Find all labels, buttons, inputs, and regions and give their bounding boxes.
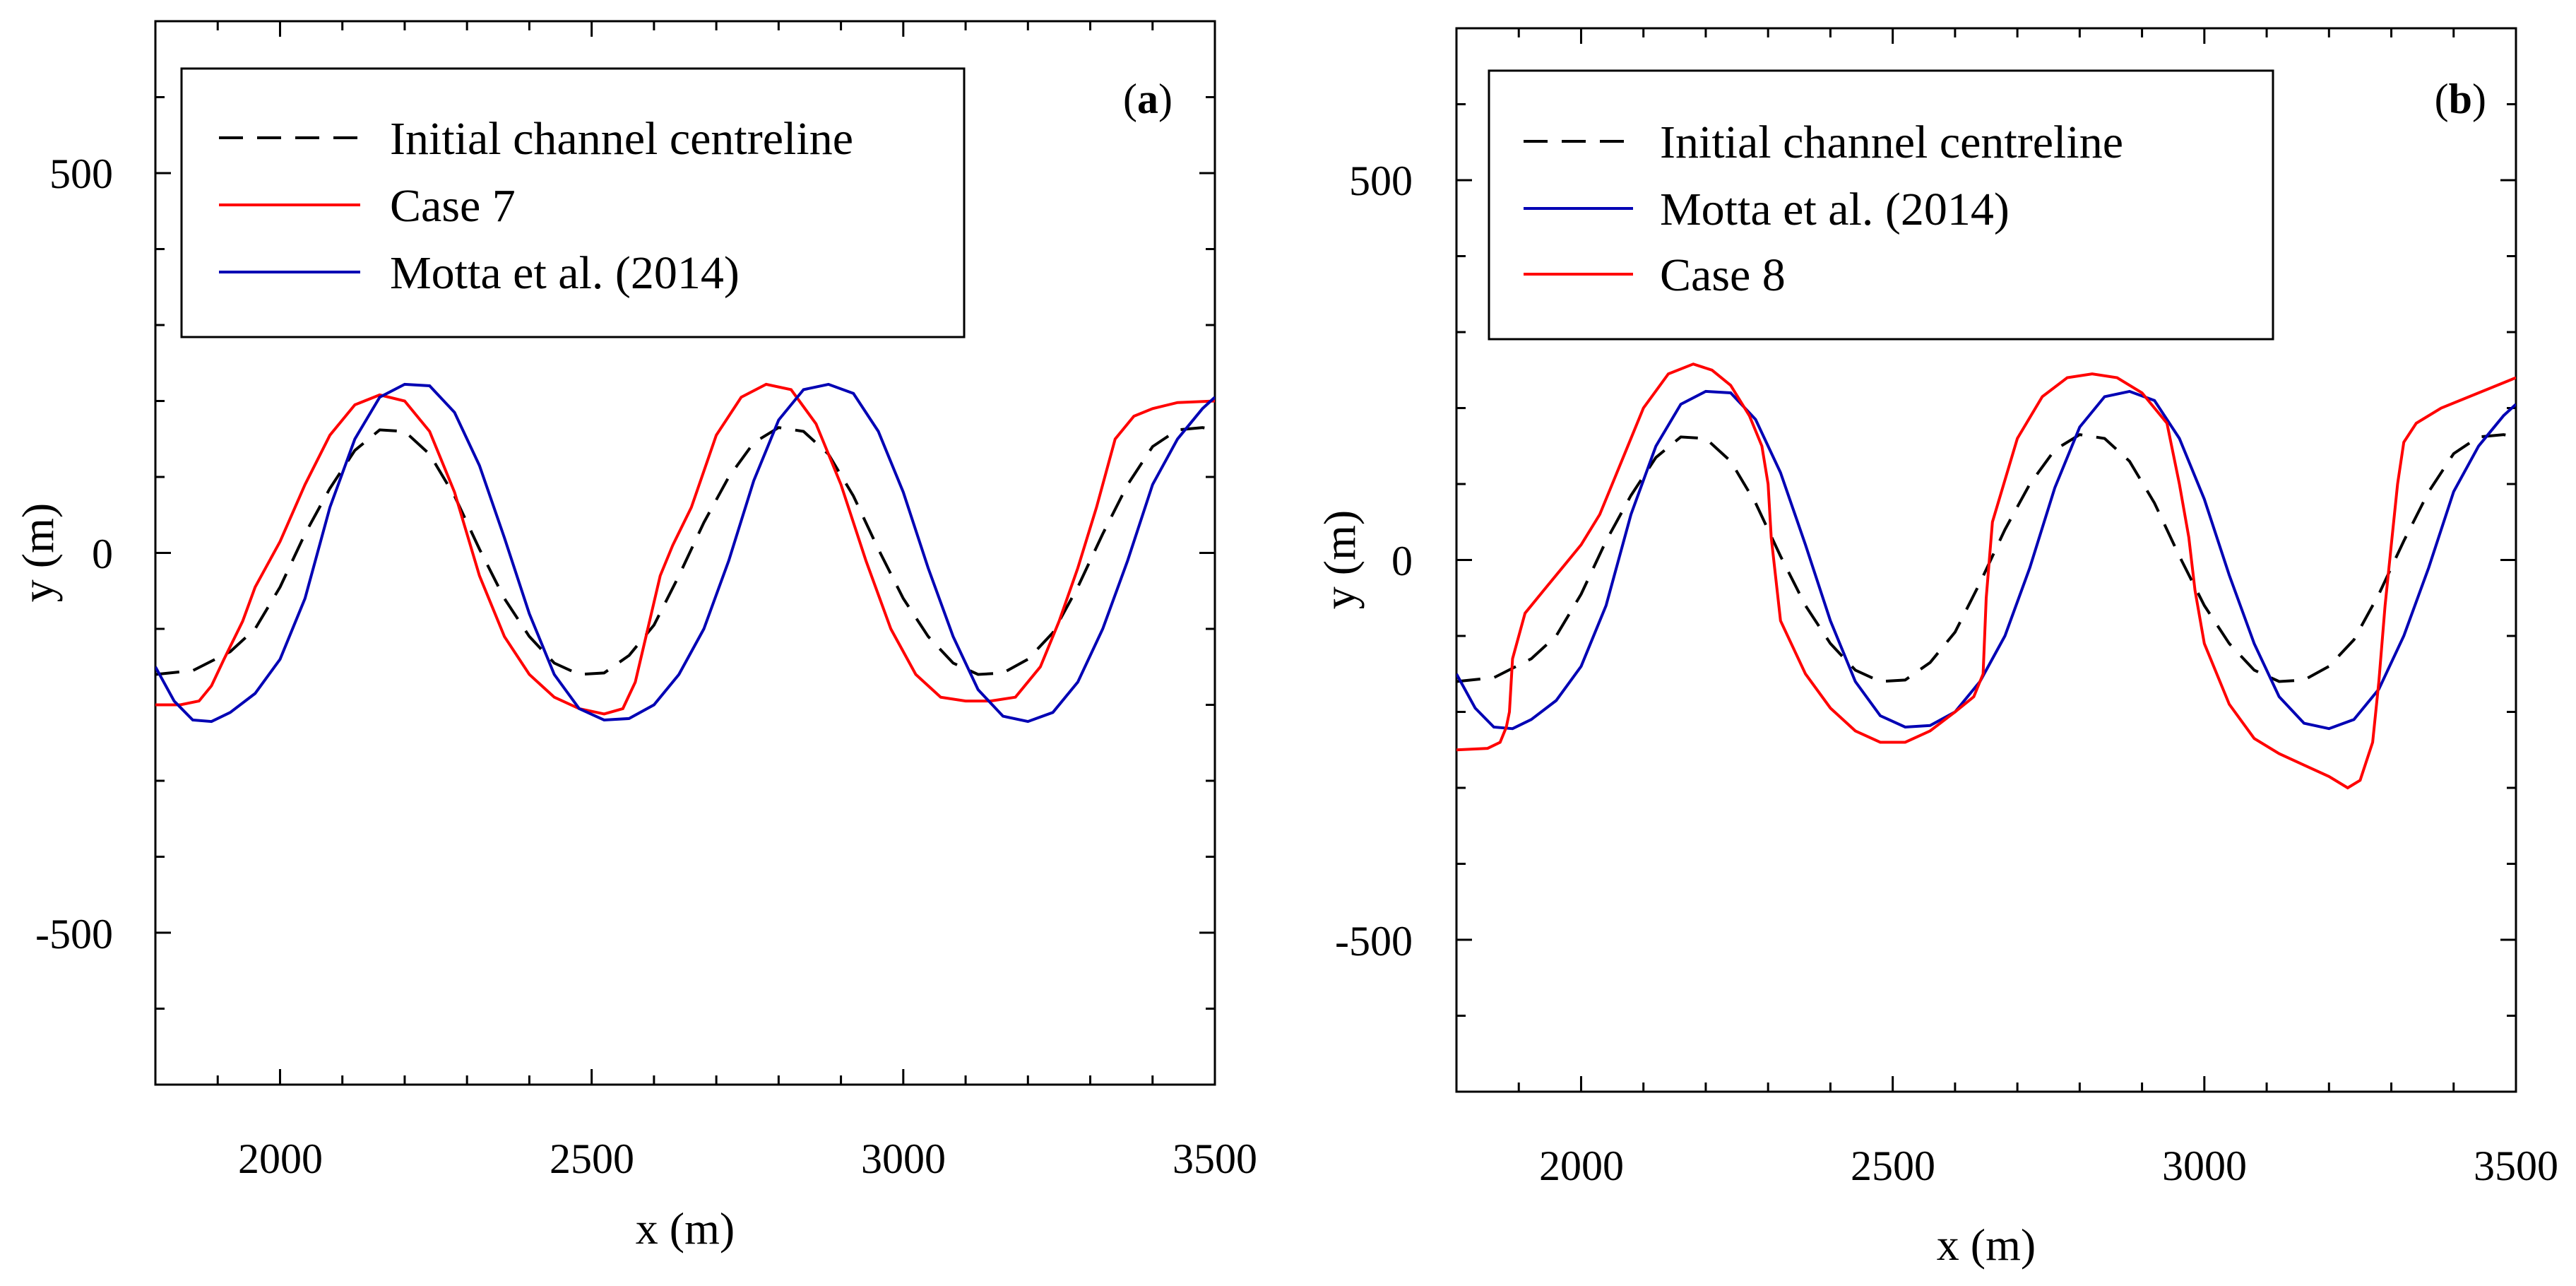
y-tick-label-neg500-b: -500 [1335, 918, 1413, 965]
y-tick-label-neg500: -500 [35, 911, 113, 957]
x-tick-label-3000: 3000 [861, 1135, 946, 1182]
y-tick-label-500: 500 [49, 151, 113, 197]
panel-label-a: (a) [1123, 76, 1173, 122]
y-axis-label-a: y (m) [13, 503, 63, 602]
x-axis-label-b: x (m) [1937, 1220, 2036, 1270]
x-tick-label-3500-b: 3500 [2474, 1143, 2558, 1189]
legend-label-motta-b: Motta et al. (2014) [1660, 184, 2010, 235]
x-axis-label-a: x (m) [636, 1203, 735, 1253]
legend-label-initial-a: Initial channel centreline [390, 113, 853, 165]
line-case-8 [1456, 362, 2516, 790]
panel-a: 500 0 -500 2000 2500 3000 3500 x (m) y (… [13, 20, 1257, 1253]
line-initial-centreline-b [1456, 433, 2516, 683]
line-motta-2014-a [155, 382, 1215, 724]
line-initial-centreline-a [155, 426, 1215, 676]
y-tick-label-0-b: 0 [1391, 538, 1413, 584]
x-tick-label-2000-b: 2000 [1539, 1143, 1624, 1189]
x-tick-label-3000-b: 3000 [2162, 1143, 2247, 1189]
legend-label-initial-b: Initial channel centreline [1660, 117, 2123, 168]
x-tick-label-2000: 2000 [238, 1135, 323, 1182]
legend-label-case-7: Case 7 [390, 180, 516, 232]
panel-b: 500 0 -500 2000 2500 3000 3500 x (m) y (… [1314, 27, 2558, 1270]
legend-label-case-8: Case 8 [1660, 249, 1786, 301]
x-tick-label-2500-b: 2500 [1851, 1143, 1935, 1189]
line-case-7 [155, 382, 1215, 716]
legend-label-motta-a: Motta et al. (2014) [390, 247, 740, 299]
legend-box-b [1488, 69, 2274, 341]
minor-ticks-a [155, 21, 1215, 1085]
y-axis-label-b: y (m) [1314, 510, 1365, 609]
legend-box-a [180, 67, 966, 338]
y-tick-label-500-b: 500 [1349, 158, 1413, 204]
y-tick-label-0: 0 [92, 531, 113, 577]
line-motta-2014-b [1456, 389, 2516, 731]
legend-a: Initial channel centreline Case 7 Motta … [180, 67, 966, 338]
x-tick-label-2500: 2500 [550, 1135, 634, 1182]
panel-label-b: (b) [2435, 76, 2486, 122]
legend-b: Initial channel centreline Motta et al. … [1488, 69, 2274, 341]
x-tick-label-3500: 3500 [1173, 1135, 1257, 1182]
